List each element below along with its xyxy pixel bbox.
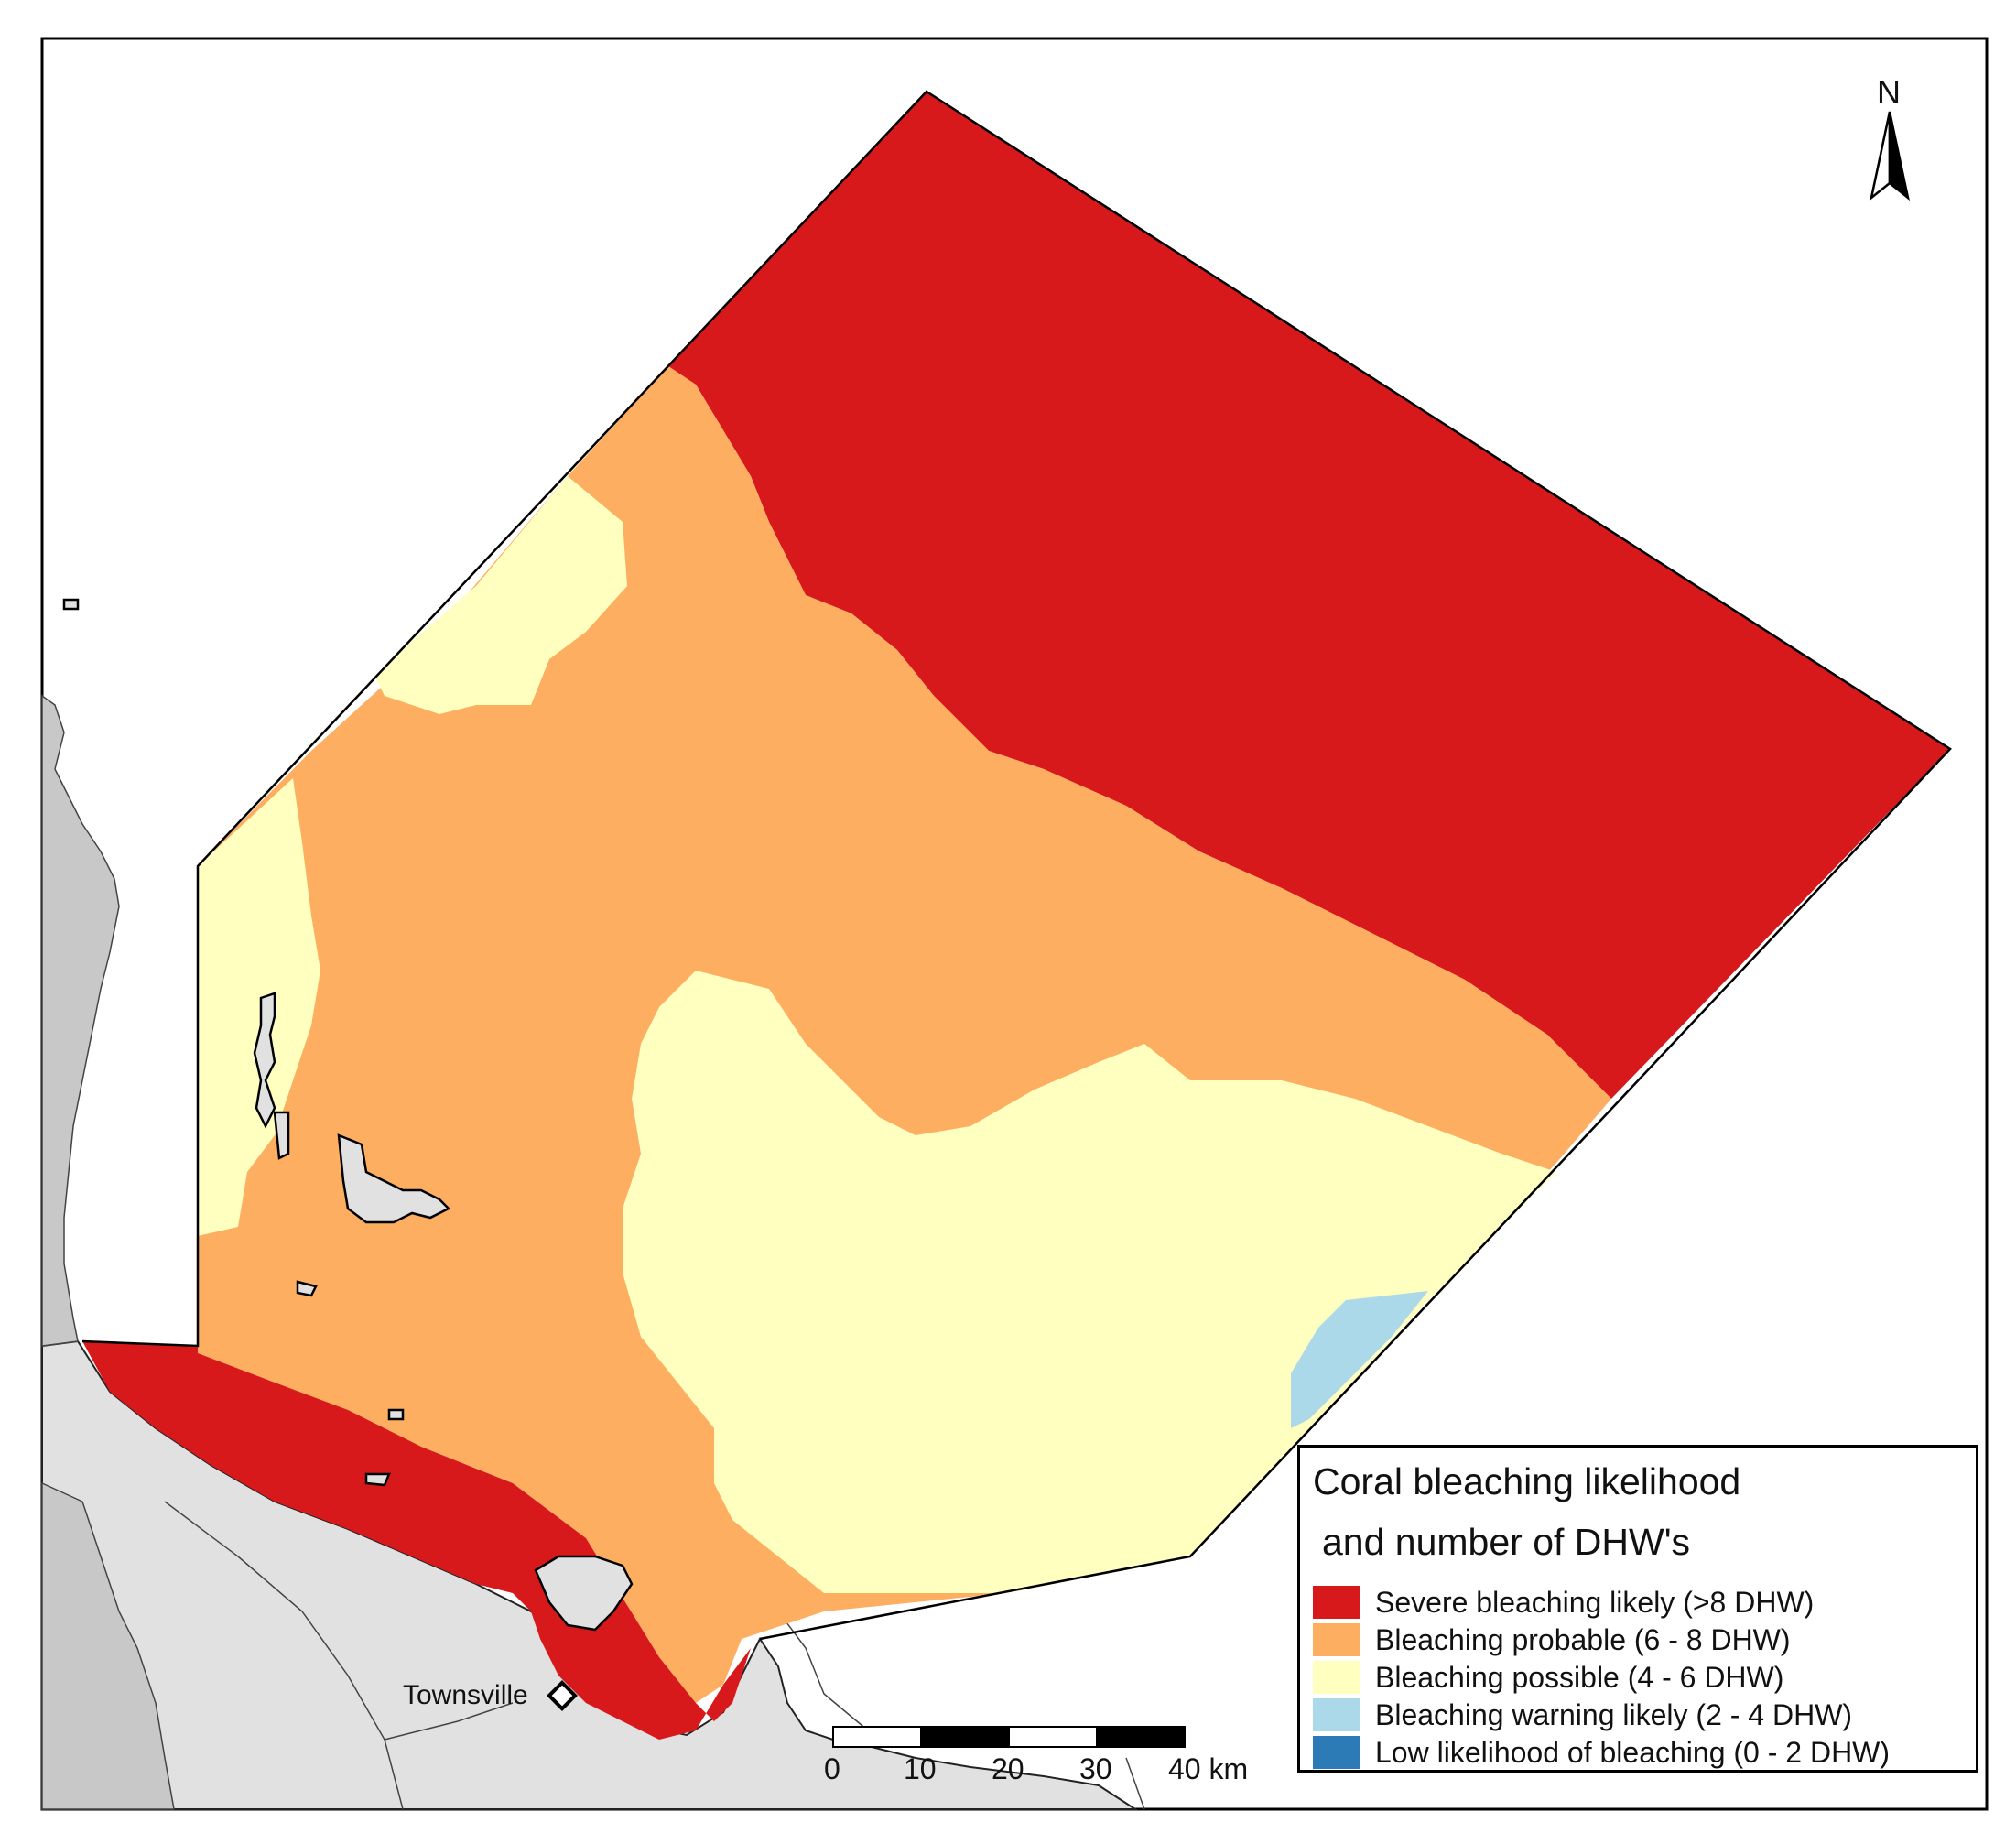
north-label: N — [1877, 73, 1901, 111]
legend-item-low: Low likelihood of bleaching (0 - 2 DHW) — [1313, 1735, 1890, 1770]
island-small-2 — [296, 1280, 318, 1297]
legend-label-warning: Bleaching warning likely (2 - 4 DHW) — [1375, 1697, 1853, 1731]
scale-tick-40km: 40 km — [1168, 1752, 1249, 1785]
legend-label-probable: Bleaching probable (6 - 8 DHW) — [1375, 1622, 1791, 1656]
legend-item-warning: Bleaching warning likely (2 - 4 DHW) — [1313, 1697, 1852, 1732]
scale-tick-10: 10 — [904, 1752, 937, 1785]
zone-severe-coastal — [82, 1341, 751, 1740]
zone-possible-west — [375, 476, 627, 714]
legend-swatch-severe — [1313, 1586, 1360, 1619]
boundary-lines — [164, 1501, 1145, 1810]
zone-possible-central — [623, 971, 1556, 1593]
townsville-label: Townsville — [403, 1680, 528, 1710]
island-small-5 — [62, 598, 80, 611]
palm-island-large — [337, 1133, 451, 1224]
zone-possible-coast — [198, 778, 320, 1236]
island-chain-north — [253, 992, 276, 1129]
magnetic-island — [534, 1555, 634, 1632]
study-area-outline — [81, 90, 1952, 1641]
legend: Coral bleaching likelihood and number of… — [1297, 1445, 1978, 1773]
legend-swatch-warning — [1313, 1698, 1360, 1731]
scale-tick-30: 30 — [1079, 1752, 1112, 1785]
island-small-3 — [364, 1472, 391, 1487]
legend-title-line1: Coral bleaching likelihood — [1313, 1460, 1741, 1502]
zone-severe-north — [668, 92, 1950, 1099]
island-small-4 — [387, 1408, 405, 1421]
legend-swatch-probable — [1313, 1623, 1360, 1656]
legend-item-severe: Severe bleaching likely (>8 DHW) — [1313, 1585, 1814, 1620]
scale-tick-20: 20 — [992, 1752, 1024, 1785]
legend-title-line2: and number of DHW's — [1322, 1521, 1691, 1563]
legend-label-severe: Severe bleaching likely (>8 DHW) — [1375, 1585, 1815, 1619]
legend-swatch-possible — [1313, 1661, 1360, 1694]
legend-label-low: Low likelihood of bleaching (0 - 2 DHW) — [1375, 1735, 1891, 1769]
inland-region — [41, 694, 120, 1347]
legend-item-probable: Bleaching probable (6 - 8 DHW) — [1313, 1622, 1791, 1657]
scale-tick-0: 0 — [824, 1752, 840, 1785]
inland-region-lower — [41, 1481, 175, 1810]
scale-bar — [832, 1726, 1186, 1748]
legend-item-possible: Bleaching possible (4 - 6 DHW) — [1313, 1660, 1783, 1695]
zone-warning — [1291, 1291, 1428, 1428]
island-small-1 — [273, 1111, 290, 1160]
north-arrow-icon — [1870, 111, 1910, 201]
legend-swatch-low — [1313, 1736, 1360, 1769]
legend-label-possible: Bleaching possible (4 - 6 DHW) — [1375, 1660, 1784, 1694]
diamond-marker-icon — [547, 1680, 578, 1711]
